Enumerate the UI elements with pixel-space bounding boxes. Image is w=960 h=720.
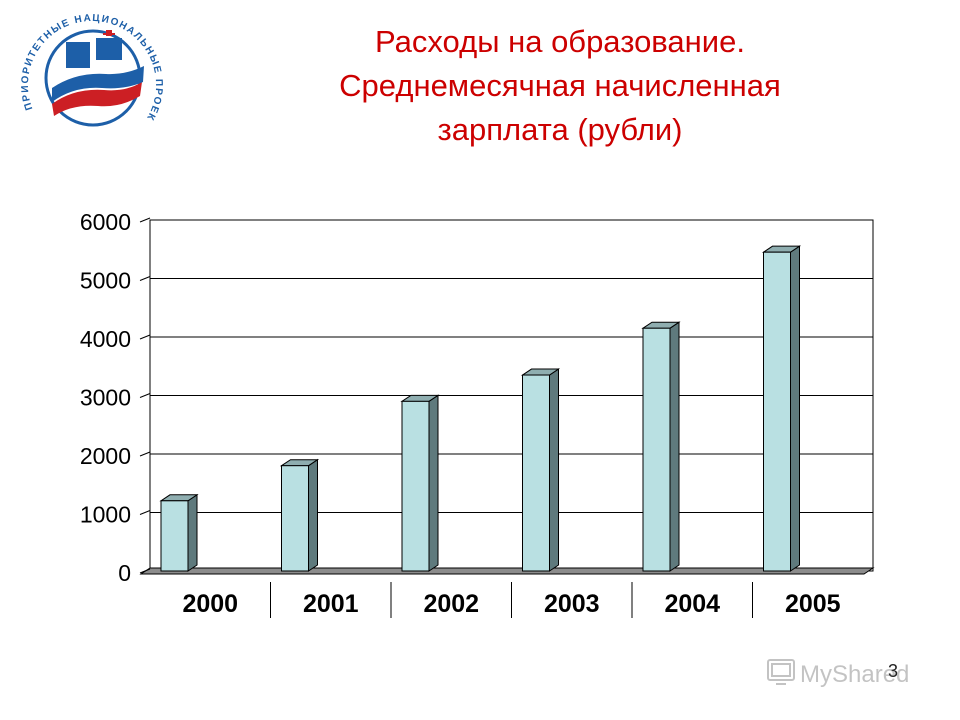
y-tick xyxy=(140,218,150,222)
y-tick-label: 2000 xyxy=(80,443,131,469)
bar-side xyxy=(550,369,559,571)
bar xyxy=(161,495,197,571)
y-tick xyxy=(140,335,150,339)
bar-front xyxy=(523,375,550,571)
y-tick xyxy=(140,452,150,456)
watermark-text: MyShared xyxy=(800,661,909,688)
bar-side xyxy=(188,495,197,571)
bar xyxy=(523,369,559,571)
bar-side xyxy=(670,322,679,571)
bar-front xyxy=(402,401,429,571)
myshared-watermark: MyShared xyxy=(764,654,934,694)
y-tick xyxy=(140,394,150,398)
x-tick-label: 2002 xyxy=(423,590,479,618)
bar-front xyxy=(161,501,188,571)
x-tick-label: 2001 xyxy=(303,590,359,618)
y-tick xyxy=(140,511,150,515)
bar xyxy=(402,395,438,571)
bar xyxy=(764,246,800,571)
y-tick-label: 1000 xyxy=(80,502,131,528)
y-tick-label: 0 xyxy=(118,560,131,586)
x-tick-label: 2004 xyxy=(664,590,720,618)
y-tick-label: 4000 xyxy=(80,326,131,352)
bar xyxy=(643,322,679,571)
x-tick-label: 2005 xyxy=(785,590,841,618)
bar-front xyxy=(643,328,670,571)
x-tick-label: 2003 xyxy=(544,590,600,618)
y-axis: 0 1000 2000 3000 4000 5000 6000 xyxy=(80,209,150,586)
y-tick-label: 3000 xyxy=(80,385,131,411)
bar-side xyxy=(429,395,438,571)
y-tick-label: 5000 xyxy=(80,268,131,294)
bar-side xyxy=(791,246,800,571)
bar xyxy=(282,460,318,571)
bar-front xyxy=(764,252,791,571)
bars xyxy=(161,246,800,571)
bar-front xyxy=(282,466,309,571)
y-tick xyxy=(140,277,150,281)
bar-side xyxy=(309,460,318,571)
x-tick-label: 2000 xyxy=(182,590,238,618)
x-axis: 2000 2001 2002 2003 2004 2005 xyxy=(182,582,840,618)
y-tick-label: 6000 xyxy=(80,209,131,235)
